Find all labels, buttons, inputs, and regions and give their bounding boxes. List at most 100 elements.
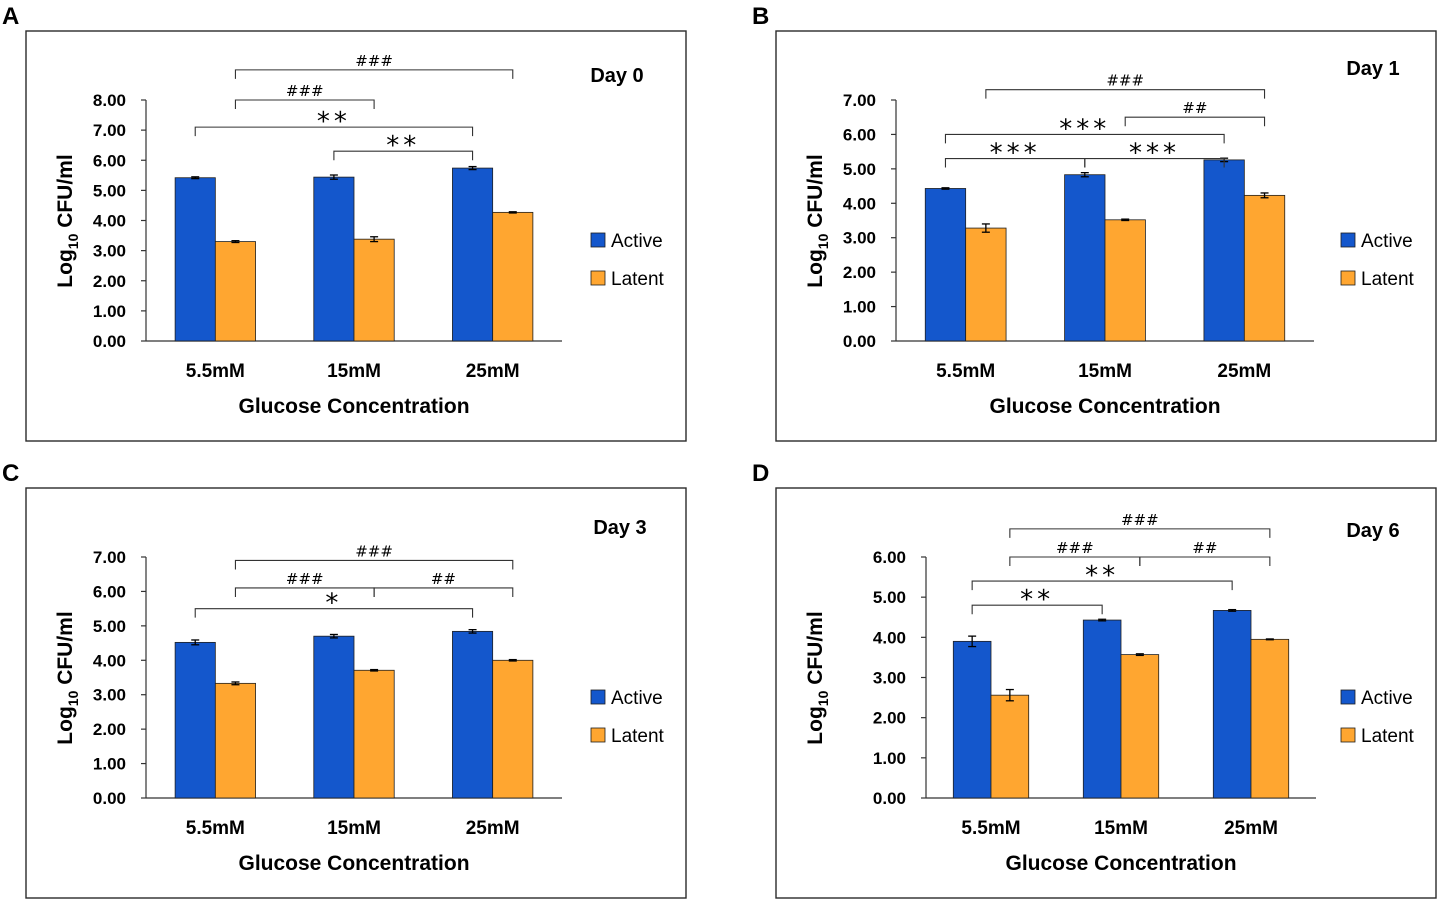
y-tick-label: 1.00 bbox=[93, 755, 126, 774]
error-bar bbox=[370, 668, 379, 672]
error-bar bbox=[1098, 618, 1107, 622]
significance-bracket: ** bbox=[333, 131, 474, 161]
significance-label: ## bbox=[1192, 539, 1217, 557]
significance-bracket: ### bbox=[234, 542, 514, 570]
x-tick-label: 5.5mM bbox=[186, 361, 245, 382]
significance-bracket: *** bbox=[944, 114, 1225, 144]
significance-label: ### bbox=[286, 570, 324, 588]
significance-bracket: ### bbox=[234, 52, 514, 79]
legend-swatch-latent bbox=[1340, 727, 1356, 743]
legend-label-latent: Latent bbox=[611, 269, 665, 290]
significance-label: ### bbox=[1121, 511, 1159, 529]
x-tick-label: 5.5mM bbox=[186, 818, 245, 839]
bar-active-25mM bbox=[1212, 610, 1252, 799]
bar-active-15mM bbox=[1064, 174, 1106, 342]
panel-letter: B bbox=[752, 3, 769, 30]
y-tick-label: 3.00 bbox=[93, 242, 126, 261]
significance-bracket: ** bbox=[971, 585, 1103, 615]
legend-label-latent: Latent bbox=[1361, 726, 1415, 747]
bar-latent-25mM bbox=[492, 659, 534, 799]
error-bar bbox=[231, 240, 240, 244]
significance-label: ## bbox=[431, 570, 456, 588]
x-axis-title: Glucose Concentration bbox=[1005, 852, 1236, 875]
bar-latent-25mM bbox=[492, 211, 534, 342]
bar-active-5.5mM bbox=[952, 640, 992, 799]
y-tick-label: 5.00 bbox=[93, 617, 126, 636]
significance-label: *** bbox=[1129, 139, 1180, 169]
error-bar bbox=[1228, 608, 1237, 612]
day-label: Day 6 bbox=[1346, 520, 1399, 542]
error-bar bbox=[941, 187, 950, 190]
bar-latent-5.5mM bbox=[965, 227, 1007, 342]
bar-active-25mM bbox=[452, 630, 494, 799]
error-bar bbox=[329, 174, 338, 180]
legend-swatch-active bbox=[1340, 689, 1356, 705]
x-tick-label: 25mM bbox=[1224, 818, 1278, 839]
y-tick-label: 4.00 bbox=[843, 194, 876, 213]
bar-active-15mM bbox=[313, 635, 355, 799]
error-bar bbox=[329, 633, 338, 639]
legend-label-active: Active bbox=[611, 231, 663, 252]
y-tick-label: 8.00 bbox=[93, 91, 126, 110]
y-tick-label: 6.00 bbox=[843, 125, 876, 144]
error-bar bbox=[508, 211, 517, 214]
significance-label: ### bbox=[355, 52, 393, 70]
significance-label: *** bbox=[1059, 114, 1110, 144]
bar-latent-15mM bbox=[1120, 654, 1160, 799]
y-tick-label: 5.00 bbox=[93, 181, 126, 200]
significance-label: ### bbox=[355, 542, 393, 560]
significance-label: ** bbox=[1085, 561, 1119, 591]
y-axis-title: Log10 CFU/ml bbox=[804, 154, 831, 287]
significance-bracket: * bbox=[194, 589, 474, 619]
legend-label-latent: Latent bbox=[1361, 269, 1415, 290]
y-tick-label: 6.00 bbox=[93, 151, 126, 170]
y-tick-label: 6.00 bbox=[873, 548, 906, 567]
bar-active-15mM bbox=[1082, 619, 1122, 799]
bar-active-5.5mM bbox=[174, 177, 216, 342]
significance-bracket: *** bbox=[944, 139, 1086, 169]
y-tick-label: 2.00 bbox=[873, 709, 906, 728]
error-bar bbox=[231, 681, 240, 686]
bar-active-15mM bbox=[313, 176, 355, 342]
x-tick-label: 15mM bbox=[327, 361, 381, 382]
significance-bracket: *** bbox=[1084, 139, 1225, 169]
panel-d: D Day 6 0.00 1.00 2.00 3.00 4.00 5.00 6.00 5.5m… bbox=[752, 460, 1437, 899]
x-axis-title: Glucose Concentration bbox=[989, 395, 1220, 418]
error-bar bbox=[1005, 688, 1014, 702]
significance-label: ** bbox=[317, 107, 351, 137]
significance-bracket: ** bbox=[971, 561, 1233, 591]
significance-label: * bbox=[325, 589, 342, 619]
bar-latent-15mM bbox=[353, 238, 395, 342]
y-tick-label: 0.00 bbox=[93, 789, 126, 808]
panel-c: C Day 3 0.00 1.00 2.00 3.00 4.00 5.00 6.00 7.00… bbox=[2, 460, 687, 899]
legend-swatch-latent bbox=[590, 727, 606, 743]
significance-label: ### bbox=[1056, 539, 1094, 557]
panel-letter: A bbox=[2, 3, 19, 30]
legend-label-active: Active bbox=[611, 688, 663, 709]
y-tick-label: 4.00 bbox=[93, 212, 126, 231]
y-axis-title: Log10 CFU/ml bbox=[54, 611, 81, 744]
x-tick-label: 25mM bbox=[466, 818, 520, 839]
legend-swatch-active bbox=[590, 232, 606, 248]
bar-latent-15mM bbox=[1104, 219, 1146, 342]
y-tick-label: 1.00 bbox=[93, 302, 126, 321]
significance-bracket: ## bbox=[373, 570, 514, 597]
error-bar bbox=[1121, 218, 1130, 222]
y-tick-label: 2.00 bbox=[93, 272, 126, 291]
x-tick-label: 25mM bbox=[466, 361, 520, 382]
significance-bracket: ### bbox=[1009, 511, 1271, 538]
y-tick-label: 7.00 bbox=[843, 91, 876, 110]
legend-label-latent: Latent bbox=[611, 726, 665, 747]
y-tick-label: 0.00 bbox=[843, 332, 876, 351]
plot-area: 0.00 1.00 2.00 3.00 4.00 5.00 6.00 5.5mM 15mM 25m… bbox=[873, 511, 1316, 839]
significance-label: ** bbox=[386, 131, 420, 161]
x-tick-label: 5.5mM bbox=[936, 361, 995, 382]
x-tick-label: 15mM bbox=[327, 818, 381, 839]
x-tick-label: 5.5mM bbox=[961, 818, 1020, 839]
significance-label: ## bbox=[1182, 99, 1207, 117]
y-tick-label: 2.00 bbox=[93, 720, 126, 739]
significance-label: ** bbox=[1020, 585, 1054, 615]
day-label: Day 0 bbox=[590, 65, 643, 87]
day-label: Day 1 bbox=[1346, 58, 1399, 80]
y-tick-label: 6.00 bbox=[93, 582, 126, 601]
